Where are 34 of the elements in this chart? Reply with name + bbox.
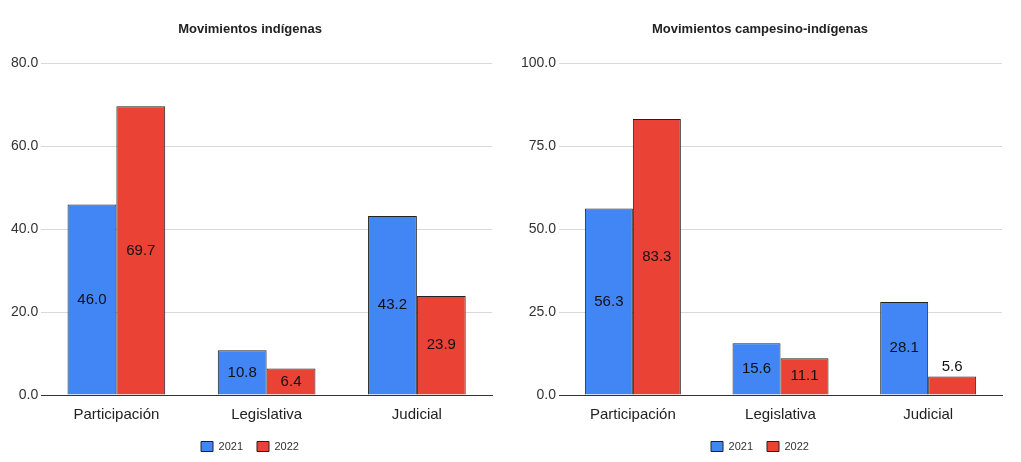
- data-label: 11.1: [790, 366, 819, 384]
- y-tick-label: 100.0: [520, 54, 557, 71]
- chart-title: Movimientos campesino-indígenas: [652, 21, 868, 37]
- x-tick-label: Participación: [589, 405, 676, 423]
- data-label: 5.6: [941, 356, 963, 374]
- data-label: 56.3: [594, 291, 624, 309]
- y-tick-label: 40.0: [11, 220, 39, 237]
- y-tick-label: 20.0: [11, 303, 39, 320]
- legend-label: 2021: [218, 439, 244, 452]
- chart-title: Movimientos indígenas: [178, 21, 322, 37]
- data-label: 15.6: [741, 359, 772, 377]
- y-tick-label: 0.0: [18, 385, 39, 402]
- legend-label: 2021: [728, 439, 754, 452]
- data-label: 10.8: [227, 362, 257, 380]
- y-tick-label: 60.0: [11, 137, 39, 154]
- y-tick-label: 80.0: [11, 54, 39, 71]
- legend-label: 2022: [784, 439, 809, 452]
- x-tick-label: Participación: [73, 405, 160, 423]
- x-tick-label: Legislativa: [231, 405, 303, 423]
- y-tick-label: 0.0: [536, 385, 557, 402]
- data-label: 83.3: [642, 246, 672, 264]
- data-label: 43.2: [377, 295, 408, 313]
- x-tick-label: Judicial: [903, 405, 954, 423]
- data-label: 28.1: [889, 338, 919, 356]
- data-label: 69.7: [126, 240, 156, 258]
- x-tick-label: Judicial: [391, 405, 442, 423]
- y-tick-label: 50.0: [528, 220, 557, 237]
- legend-label: 2022: [274, 439, 299, 452]
- y-tick-label: 25.0: [528, 303, 557, 320]
- x-tick-label: Legislativa: [745, 405, 817, 423]
- data-label: 23.9: [426, 335, 456, 353]
- data-label: 46.0: [77, 289, 107, 307]
- data-label: 6.4: [280, 371, 302, 389]
- y-tick-label: 75.0: [528, 137, 557, 154]
